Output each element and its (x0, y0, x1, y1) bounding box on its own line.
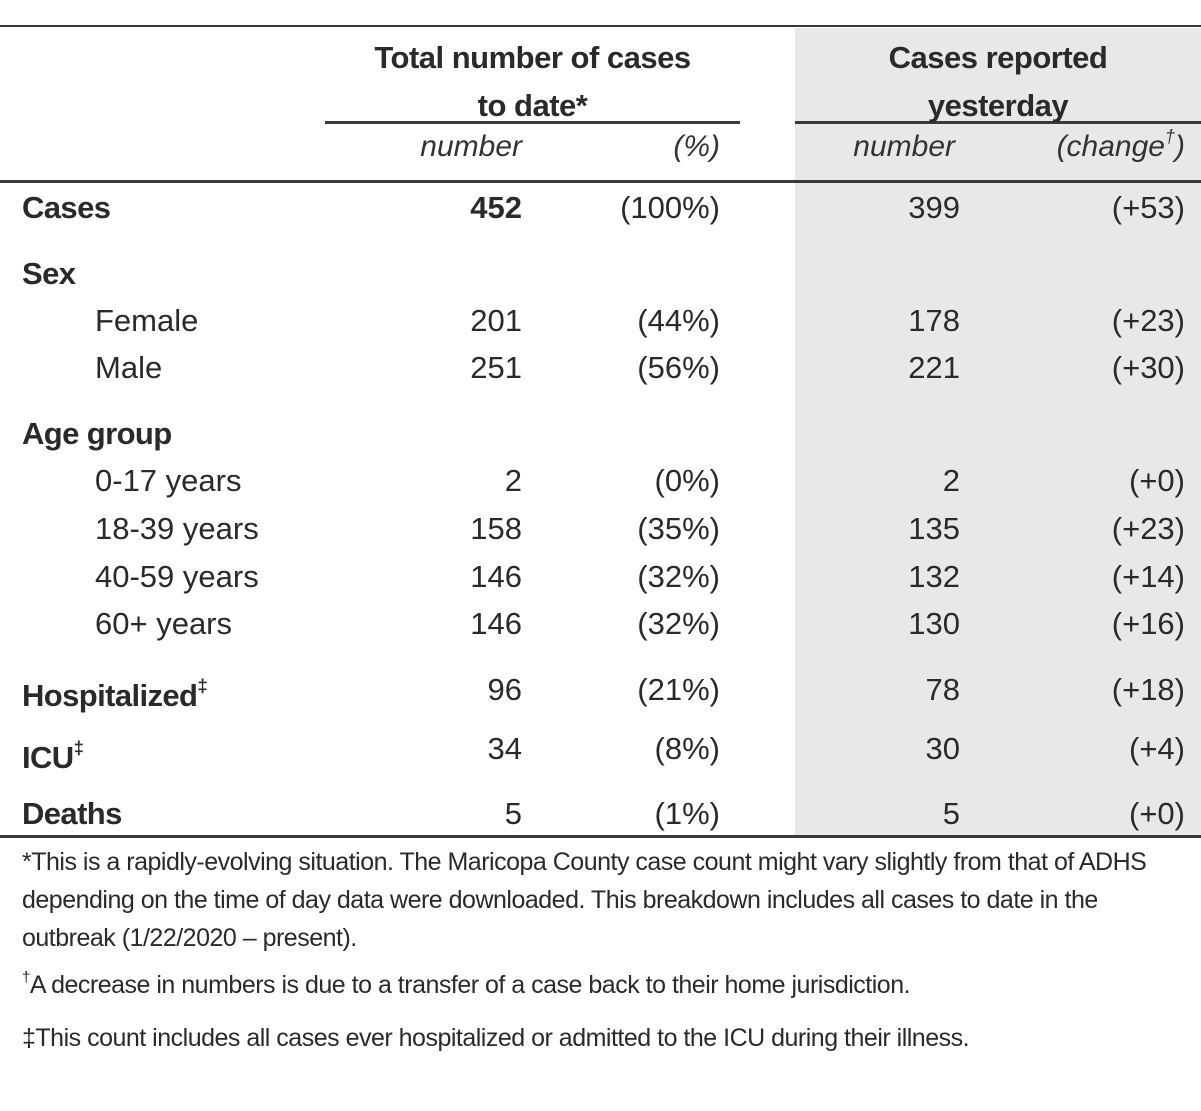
row-label-male: Male (95, 350, 163, 385)
cell-icu-change: (+4) (1129, 731, 1185, 766)
row-label-60-plus: 60+ years (95, 606, 233, 641)
cell-female-pct: (44%) (637, 303, 720, 338)
footnote-dagger-text: A decrease in numbers is due to a transf… (29, 971, 911, 999)
row-label-age-group: Age group (22, 416, 172, 451)
cell-0-17-yesterday: 2 (942, 463, 960, 498)
cell-icu-yesterday: 30 (925, 731, 960, 766)
total-cases-header: Total number of cases to date* (374, 40, 691, 123)
dagger-mark: † (22, 968, 30, 986)
cell-0-17-change: (+0) (1129, 463, 1185, 498)
cell-male-yesterday: 221 (908, 350, 960, 385)
row-label-0-17: 0-17 years (95, 463, 242, 498)
hospitalized-text: Hospitalized (22, 678, 198, 713)
header-bottom-rule (0, 180, 1201, 183)
subheader-change-text: (change (1056, 130, 1165, 163)
cell-male-pct: (56%) (637, 350, 720, 385)
cell-18-39-pct: (35%) (637, 511, 720, 546)
row-label-cases: Cases (22, 190, 111, 225)
cell-hospitalized-pct: (21%) (637, 672, 720, 707)
subheader-number: number (420, 130, 522, 163)
yesterday-cases-header: Cases reported yesterday (888, 40, 1108, 123)
row-label-sex: Sex (22, 256, 76, 291)
row-label-icu: ICU‡ (22, 738, 84, 775)
cell-deaths-yesterday: 5 (942, 796, 960, 831)
cell-icu-number: 34 (487, 731, 522, 766)
subheader-change-close: ) (1175, 130, 1185, 163)
row-label-deaths: Deaths (22, 796, 122, 831)
cell-female-change: (+23) (1111, 303, 1185, 338)
cell-60-plus-pct: (32%) (637, 606, 720, 641)
row-label-female: Female (95, 303, 199, 338)
top-rule (0, 25, 1201, 27)
subheader-change: (change†) (990, 128, 1185, 163)
cell-female-number: 201 (470, 303, 522, 338)
yesterday-column-shading (795, 28, 1201, 835)
cell-60-plus-change: (+16) (1111, 606, 1185, 641)
cell-cases-number: 452 (470, 190, 522, 225)
table-bottom-rule (0, 835, 1201, 838)
cell-0-17-pct: (0%) (654, 463, 720, 498)
cell-cases-change: (+53) (1111, 190, 1185, 225)
cell-40-59-yesterday: 132 (908, 559, 960, 594)
cell-40-59-pct: (32%) (637, 559, 720, 594)
cell-deaths-number: 5 (504, 796, 522, 831)
cell-60-plus-yesterday: 130 (908, 606, 960, 641)
double-dagger-mark: ‡ (73, 737, 84, 759)
icu-text: ICU (22, 740, 74, 775)
cell-0-17-number: 2 (504, 463, 522, 498)
cell-deaths-pct: (1%) (654, 796, 720, 831)
cell-female-yesterday: 178 (908, 303, 960, 338)
cell-icu-pct: (8%) (654, 731, 720, 766)
dagger-mark: † (1164, 126, 1175, 147)
cell-male-number: 251 (470, 350, 522, 385)
cell-deaths-change: (+0) (1129, 796, 1185, 831)
double-dagger-mark: ‡ (197, 675, 208, 697)
row-label-hospitalized: Hospitalized‡ (22, 676, 208, 713)
subheader-percent: (%) (673, 130, 720, 163)
subheader-yesterday-number: number (853, 130, 955, 163)
cell-40-59-change: (+14) (1111, 559, 1185, 594)
cell-60-plus-number: 146 (470, 606, 522, 641)
footnote-star: *This is a rapidly-evolving situation. T… (22, 848, 1147, 952)
total-group-underline (325, 121, 740, 124)
cell-hospitalized-number: 96 (487, 672, 522, 707)
row-label-18-39: 18-39 years (95, 511, 259, 546)
row-label-40-59: 40-59 years (95, 559, 259, 594)
cell-cases-yesterday: 399 (908, 190, 960, 225)
yesterday-group-underline (795, 121, 1201, 124)
footnote-dagger: †A decrease in numbers is due to a trans… (22, 966, 1182, 1004)
footnote-double-dagger: ‡This count includes all cases ever hosp… (22, 1024, 970, 1052)
cell-cases-pct: (100%) (620, 190, 720, 225)
cell-18-39-change: (+23) (1111, 511, 1185, 546)
cell-18-39-number: 158 (470, 511, 522, 546)
cell-hospitalized-change: (+18) (1111, 672, 1185, 707)
cell-40-59-number: 146 (470, 559, 522, 594)
cell-18-39-yesterday: 135 (908, 511, 960, 546)
cell-male-change: (+30) (1111, 350, 1185, 385)
cell-hospitalized-yesterday: 78 (925, 672, 960, 707)
